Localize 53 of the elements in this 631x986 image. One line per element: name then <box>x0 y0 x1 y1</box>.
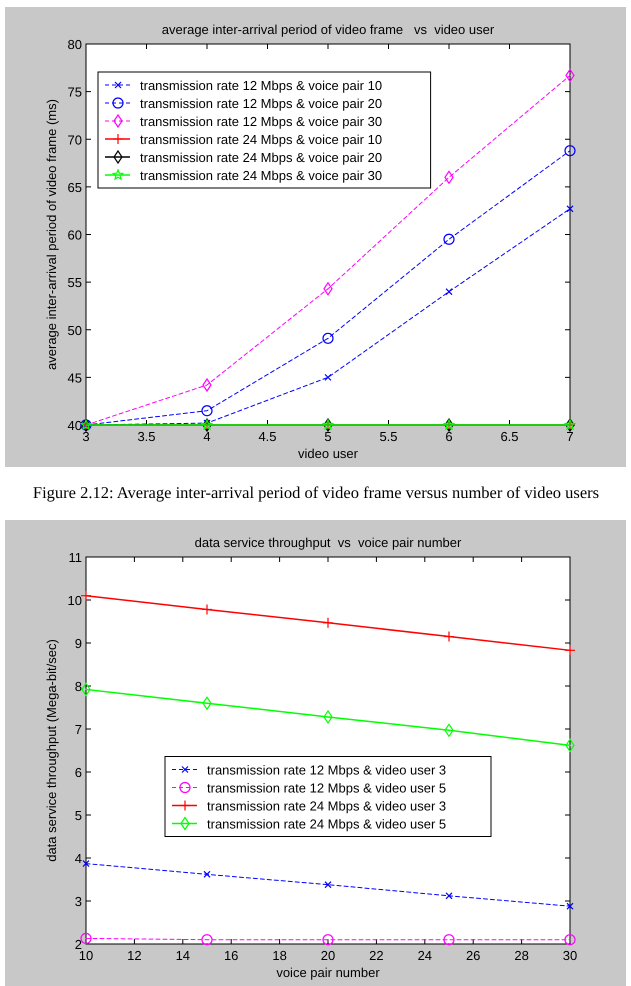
legend-label: transmission rate 24 Mbps & voice pair 30 <box>140 168 382 183</box>
y-tick-label: 7 <box>74 722 82 737</box>
y-tick-label: 11 <box>68 550 82 565</box>
y-tick-label: 9 <box>74 636 82 651</box>
x-tick-label: 4.5 <box>258 429 277 444</box>
legend-label: transmission rate 24 Mbps & voice pair 10 <box>140 132 382 147</box>
legend-label: transmission rate 24 Mbps & voice pair 20 <box>140 150 382 165</box>
y-tick-label: 50 <box>68 322 82 338</box>
legend-label: transmission rate 12 Mbps & video user 5 <box>207 780 446 796</box>
x-tick-label: 3.5 <box>137 429 156 444</box>
y-tick-label: 60 <box>68 228 82 242</box>
y-tick-label: 70 <box>68 132 82 148</box>
chart-title: average inter-arrival period of video frame vs video user <box>162 22 495 37</box>
x-tick-label: 7 <box>566 429 574 444</box>
x-axis-title: video user <box>298 446 359 461</box>
x-tick-label: 30 <box>562 948 578 963</box>
y-tick-label: 3 <box>74 894 82 909</box>
x-tick-label: 14 <box>176 948 190 963</box>
y-tick-label: 55 <box>68 275 82 290</box>
x-tick-label: 6.5 <box>500 429 519 444</box>
y-tick-label: 5 <box>74 808 82 823</box>
x-tick-label: 18 <box>272 948 287 963</box>
x-tick-label: 22 <box>369 948 384 963</box>
caption: Figure 2.12: Average inter-arrival period of video frame versus number of video users <box>32 483 600 502</box>
chart-title: data service throughput vs voice pair number <box>194 535 462 550</box>
x-tick-label: 24 <box>418 948 432 963</box>
y-axis-title: average inter-arrival period of video frame (ms) <box>44 99 59 370</box>
legend-label: transmission rate 12 Mbps & voice pair 30 <box>140 114 382 129</box>
y-tick-label: 80 <box>68 37 82 52</box>
legend-label: transmission rate 12 Mbps & voice pair 10 <box>140 78 382 93</box>
x-tick-label: 28 <box>514 948 529 963</box>
x-axis-title: voice pair number <box>276 965 380 980</box>
legend-label: transmission rate 24 Mbps & video user 3 <box>207 798 446 814</box>
x-tick-label: 16 <box>224 948 238 963</box>
y-tick-label: 2 <box>74 937 82 952</box>
legend-label: transmission rate 12 Mbps & video user 3 <box>207 762 446 778</box>
x-tick-label: 5 <box>324 429 332 444</box>
y-tick-label: 8 <box>74 679 82 694</box>
y-tick-label: 6 <box>74 765 82 780</box>
y-tick-label: 10 <box>68 593 82 608</box>
y-tick-label: 65 <box>68 180 82 195</box>
y-tick-label: 75 <box>68 84 82 100</box>
x-tick-label: 6 <box>445 429 453 444</box>
y-tick-label: 45 <box>68 370 82 386</box>
legend-label: transmission rate 24 Mbps & video user 5 <box>207 816 446 832</box>
legend-label: transmission rate 12 Mbps & voice pair 20 <box>140 96 382 111</box>
x-tick-label: 12 <box>127 948 142 963</box>
x-tick-label: 26 <box>466 948 480 963</box>
x-tick-label: 4 <box>203 429 211 444</box>
x-tick-label: 5.5 <box>379 429 398 444</box>
x-tick-label: 20 <box>320 948 336 963</box>
y-axis-title: data service throughput (Mega-bit/sec) <box>44 639 59 862</box>
y-tick-label: 4 <box>74 851 82 866</box>
